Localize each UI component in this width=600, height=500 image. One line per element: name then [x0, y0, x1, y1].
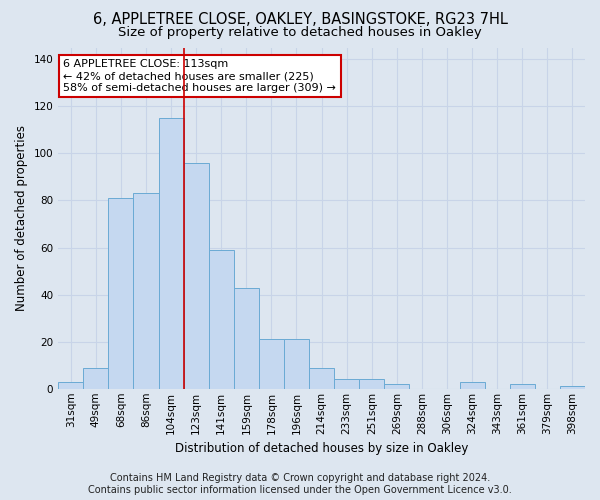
Text: Contains HM Land Registry data © Crown copyright and database right 2024.
Contai: Contains HM Land Registry data © Crown c…	[88, 474, 512, 495]
Bar	[259, 340, 284, 389]
Bar	[58, 382, 83, 389]
Bar	[560, 386, 585, 389]
Bar	[109, 198, 133, 389]
Bar	[234, 288, 259, 389]
Text: Size of property relative to detached houses in Oakley: Size of property relative to detached ho…	[118, 26, 482, 39]
Text: 6 APPLETREE CLOSE: 113sqm
← 42% of detached houses are smaller (225)
58% of semi: 6 APPLETREE CLOSE: 113sqm ← 42% of detac…	[64, 60, 337, 92]
Bar	[510, 384, 535, 389]
Bar	[284, 340, 309, 389]
Bar	[309, 368, 334, 389]
Bar	[184, 163, 209, 389]
Y-axis label: Number of detached properties: Number of detached properties	[15, 125, 28, 311]
X-axis label: Distribution of detached houses by size in Oakley: Distribution of detached houses by size …	[175, 442, 468, 455]
Bar	[133, 194, 158, 389]
Text: 6, APPLETREE CLOSE, OAKLEY, BASINGSTOKE, RG23 7HL: 6, APPLETREE CLOSE, OAKLEY, BASINGSTOKE,…	[92, 12, 508, 28]
Bar	[209, 250, 234, 389]
Bar	[158, 118, 184, 389]
Bar	[385, 384, 409, 389]
Bar	[334, 380, 359, 389]
Bar	[460, 382, 485, 389]
Bar	[359, 380, 385, 389]
Bar	[83, 368, 109, 389]
